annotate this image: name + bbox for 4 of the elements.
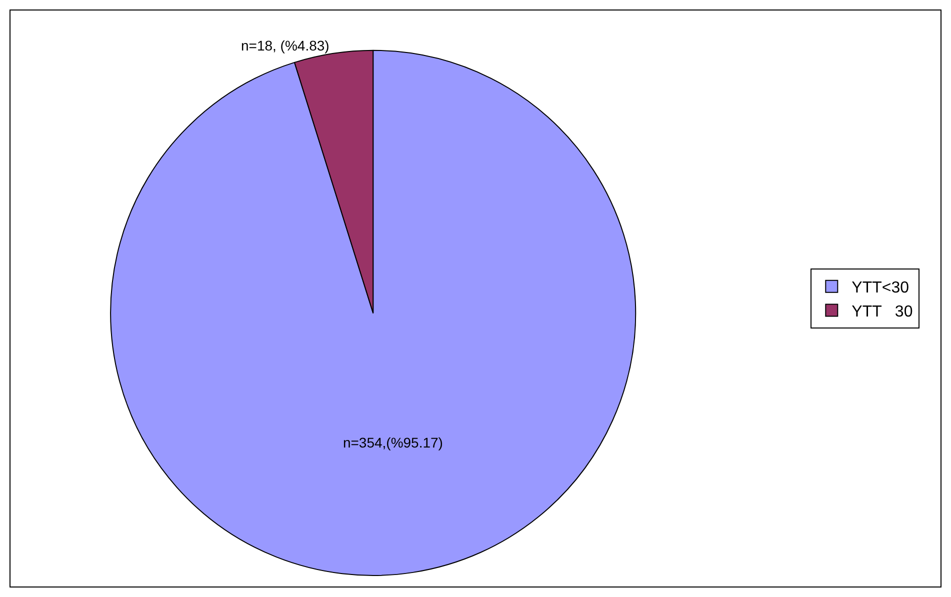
data-label: n=18, (%4.83) bbox=[240, 38, 330, 54]
legend-label: YTT 30 bbox=[852, 303, 913, 320]
legend-label: YTT<30 bbox=[852, 280, 910, 297]
data-label: n=354,(%95.17) bbox=[342, 434, 443, 451]
